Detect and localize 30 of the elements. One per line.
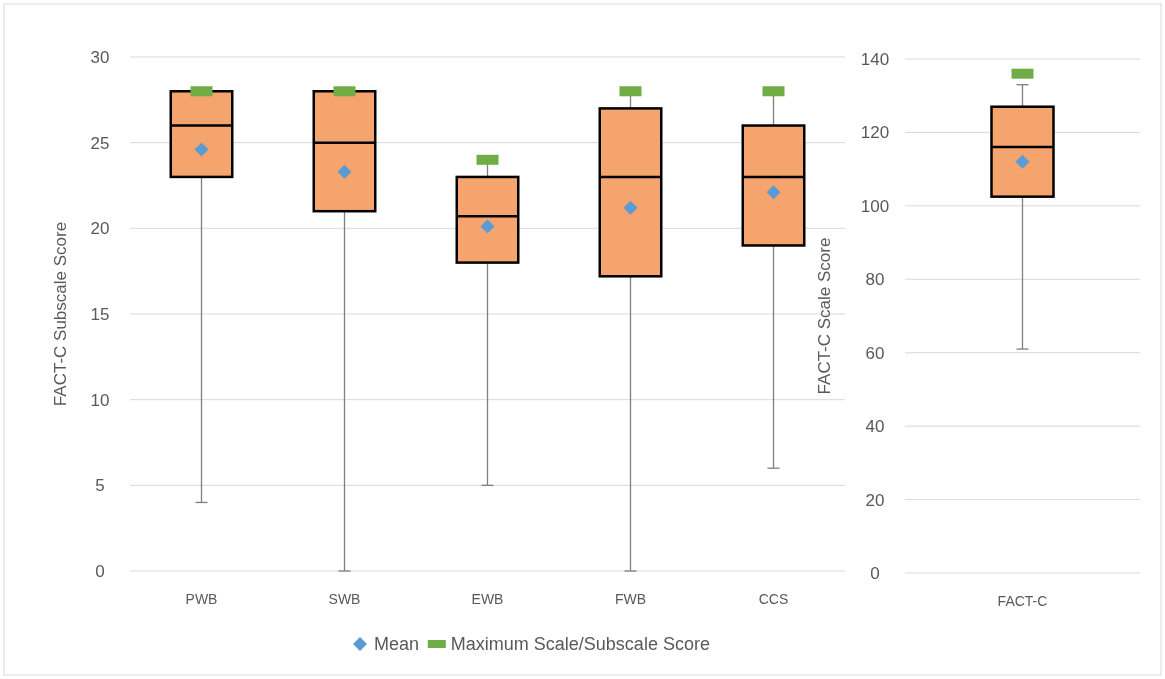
y-tick-label: 40: [865, 417, 885, 437]
y-tick-label: 30: [90, 47, 110, 67]
y-tick-label: 5: [95, 476, 105, 496]
y-tick-label: 20: [865, 490, 885, 510]
point: [337, 164, 352, 179]
point: [480, 219, 495, 234]
y-tick-label: 60: [865, 343, 885, 363]
y-tick-label: 140: [860, 49, 890, 69]
x-tick-label: FACT-C: [997, 593, 1048, 609]
y-tick-label: 100: [860, 196, 890, 216]
y-tick-label: 25: [90, 133, 110, 153]
legend-label: Maximum Scale/Subscale Score: [450, 634, 710, 655]
y-tick-label: 15: [90, 304, 110, 324]
y-tick-label: 0: [95, 561, 105, 581]
x-tick-label: PWB: [185, 591, 218, 607]
y-tick-label: 120: [860, 123, 890, 143]
y-axis-title: FACT-C Scale Score: [815, 237, 834, 395]
x-tick-label: EWB: [471, 591, 504, 607]
y-tick-label: 80: [865, 270, 885, 290]
y-tick-label: 20: [90, 219, 110, 239]
y-tick-label: 10: [90, 390, 110, 410]
point: [194, 142, 209, 157]
x-tick-label: CCS: [758, 591, 789, 607]
y-axis-title: FACT-C Subscale Score: [51, 221, 70, 407]
point: [623, 200, 638, 215]
legend-label: Mean: [374, 634, 420, 655]
point: [766, 185, 781, 200]
y-tick-label: 0: [870, 563, 880, 583]
x-tick-label: FWB: [614, 591, 647, 607]
x-tick-label: SWB: [328, 591, 361, 607]
